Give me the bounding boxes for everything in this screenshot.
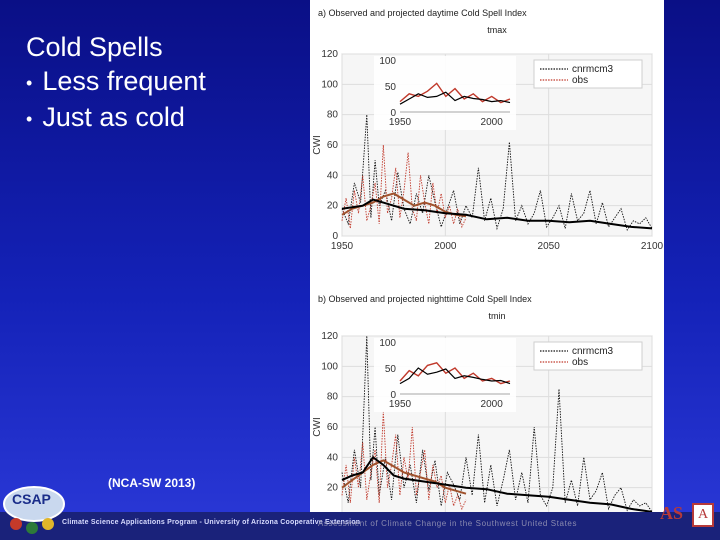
y-tick-label: 20	[327, 201, 339, 212]
cold-spell-charts: a) Observed and projected daytime Cold S…	[312, 8, 664, 534]
chart-subtitle: tmax	[487, 25, 507, 35]
y-axis-label: CWI	[312, 417, 323, 436]
y-tick-label: 80	[327, 392, 339, 403]
bullet-just-as-cold: • Just as cold	[26, 100, 306, 136]
y-tick-label: 0	[332, 231, 338, 242]
csap-logo-text: CSAP	[12, 491, 51, 507]
y-tick-label: 20	[327, 483, 339, 494]
y-tick-label: 60	[327, 140, 339, 151]
corner-logo-text: AS	[660, 503, 684, 523]
y-tick-label: 40	[327, 452, 339, 463]
y-tick-label: 120	[321, 331, 338, 342]
legend-box	[533, 59, 643, 89]
inset-y-tick-label: 50	[385, 82, 397, 93]
y-tick-label: 100	[321, 79, 338, 90]
slide-title: Cold Spells	[26, 32, 163, 62]
chart-title: b) Observed and projected nighttime Cold…	[318, 294, 532, 304]
inset-y-tick-label: 100	[379, 338, 396, 349]
y-axis-label: CWI	[312, 135, 323, 154]
y-tick-label: 40	[327, 170, 339, 181]
footer-report-text: Assessment of Climate Change in the Sout…	[318, 519, 578, 528]
y-tick-label: 80	[327, 110, 339, 121]
legend-label-cnrmcm3: cnrmcm3	[572, 64, 614, 75]
inset-y-tick-label: 0	[390, 390, 396, 401]
inset-x-tick-label: 1950	[389, 399, 412, 410]
inset-line-obs	[399, 82, 511, 104]
y-tick-label: 100	[321, 361, 338, 372]
chart-subtitle: tmin	[488, 311, 505, 321]
bullet-text: Just as cold	[42, 101, 185, 132]
x-tick-label: 1950	[331, 241, 354, 252]
legend-box	[533, 341, 643, 371]
chart-title: a) Observed and projected daytime Cold S…	[318, 8, 527, 18]
figure-panel: a) Observed and projected daytime Cold S…	[310, 0, 664, 534]
bullet-text: Less frequent	[42, 66, 206, 96]
inset-background	[374, 338, 516, 412]
inset-line-cnrmcm3	[399, 91, 511, 105]
inset-y-tick-label: 50	[385, 364, 397, 375]
y-tick-label: 60	[327, 422, 339, 433]
legend-label-cnrmcm3: cnrmcm3	[572, 346, 614, 357]
footer-bar	[0, 512, 720, 540]
smooth-line-cnrmcm3	[341, 455, 653, 513]
csap-logo-icon	[3, 486, 65, 534]
series-line-obs	[341, 411, 467, 511]
bullet-glyph: •	[26, 72, 33, 93]
slide-title-block: Cold Spells • Less frequent • Just as cold	[26, 30, 306, 136]
inset-x-tick-label: 1950	[389, 117, 412, 128]
citation: (NCA-SW 2013)	[108, 476, 196, 490]
corner-logo-box: A	[692, 503, 714, 527]
series-line-cnrmcm3	[341, 114, 653, 231]
y-tick-label: 120	[321, 49, 338, 60]
x-tick-label: 2000	[434, 241, 457, 252]
inset-line-obs	[399, 362, 511, 385]
smooth-line-cnrmcm3	[341, 198, 653, 230]
series-line-cnrmcm3	[341, 335, 653, 513]
inset-y-tick-label: 0	[390, 108, 396, 119]
x-tick-label: 2050	[538, 241, 561, 252]
bullet-less-frequent: • Less frequent	[26, 64, 306, 100]
x-tick-label: 2100	[641, 241, 664, 252]
inset-line-cnrmcm3	[399, 367, 511, 385]
footer-program-text: Climate Science Applications Program - U…	[62, 519, 361, 526]
inset-y-tick-label: 100	[379, 56, 396, 67]
inset-x-tick-label: 2000	[481, 117, 504, 128]
bullet-glyph: •	[26, 108, 33, 129]
legend-label-obs: obs	[572, 357, 588, 368]
inset-x-tick-label: 2000	[481, 399, 504, 410]
legend-label-obs: obs	[572, 75, 588, 86]
